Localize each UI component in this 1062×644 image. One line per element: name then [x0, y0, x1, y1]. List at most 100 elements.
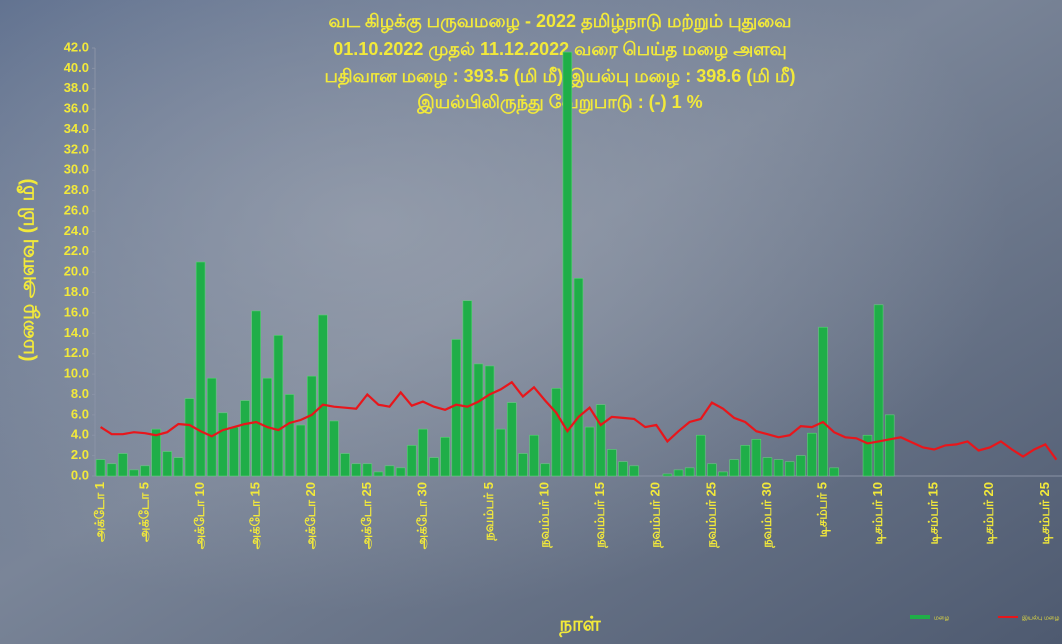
bar	[251, 310, 261, 477]
bar	[329, 420, 339, 477]
x-tick-label: நவம்பர் 25	[703, 482, 719, 549]
bar	[95, 459, 106, 477]
x-tick-label: நவம்பர் 20	[648, 482, 664, 549]
bar	[229, 426, 239, 477]
x-tick-label: அக்டோ 10	[192, 482, 207, 549]
y-tick-label: 26.0	[64, 202, 89, 217]
x-tick-label: அக்டோ 15	[248, 482, 263, 549]
bar	[595, 404, 606, 477]
bar	[696, 434, 706, 477]
y-tick-label: 10.0	[64, 366, 89, 381]
bar	[162, 451, 172, 477]
bar	[173, 457, 184, 477]
bar	[684, 467, 695, 477]
bar	[729, 459, 739, 477]
bar	[884, 414, 895, 477]
annotation: பதிவான மழை : 393.5 (மி மீ) இயல்பு மழை : …	[324, 66, 795, 89]
bar	[495, 428, 506, 477]
bar	[273, 335, 284, 477]
y-axis-label: (மழை அளவு (மி மீ)	[16, 178, 40, 361]
bar	[829, 467, 839, 477]
x-tick-label: டிசம்பர் 20	[981, 482, 997, 545]
bar	[195, 261, 206, 477]
legend-label: இயல்பு மழை	[1022, 615, 1060, 622]
annotation: இயல்பிலிருந்து வேறுபாடு : (-) 1 %	[416, 92, 702, 115]
bar	[140, 465, 150, 477]
bar	[451, 339, 461, 477]
bar	[573, 278, 584, 477]
y-tick-label: 36.0	[64, 101, 89, 116]
x-tick-label: டிசம்பர் 5	[814, 482, 830, 537]
y-tick-label: 0.0	[71, 467, 89, 482]
x-tick-label: டிசம்பர் 10	[870, 482, 886, 545]
bar	[618, 461, 628, 477]
bar	[540, 463, 550, 477]
bar	[106, 463, 117, 477]
bar	[562, 51, 573, 477]
bar	[462, 300, 473, 477]
bar	[662, 473, 673, 477]
bar	[340, 453, 350, 477]
bar	[529, 434, 539, 477]
bar	[507, 402, 517, 477]
y-tick-label: 34.0	[64, 121, 89, 136]
bar	[295, 424, 306, 477]
y-tick-label: 40.0	[64, 60, 89, 75]
bar	[751, 439, 762, 477]
y-tick-label: 12.0	[64, 345, 89, 360]
bar	[118, 453, 128, 477]
bar	[395, 467, 406, 477]
bar	[807, 432, 817, 477]
x-tick-label: நவம்பர் 5	[481, 482, 497, 542]
chart-subtitle: 01.10.2022 முதல் 11.12.2022 வரை பெய்த மழ…	[333, 39, 786, 62]
bar	[240, 400, 250, 477]
bar	[740, 445, 750, 477]
bar	[384, 465, 395, 477]
bar	[284, 394, 295, 477]
y-tick-label: 16.0	[64, 304, 89, 319]
x-tick-label: அக்டோ 1	[92, 482, 107, 542]
x-tick-label: நவம்பர் 30	[759, 482, 775, 549]
bar	[862, 434, 873, 477]
bar	[407, 445, 417, 477]
y-tick-label: 30.0	[64, 162, 89, 177]
bar	[351, 463, 361, 477]
y-tick-label: 18.0	[64, 284, 89, 299]
y-tick-label: 8.0	[71, 386, 89, 401]
x-tick-label: டிசம்பர் 25	[1037, 482, 1053, 545]
bar	[796, 455, 806, 477]
y-tick-label: 6.0	[71, 406, 89, 421]
bar	[607, 449, 617, 477]
chart-title: வட கிழக்கு பருவமழை - 2022 தமிழ்நாடு மற்ற…	[328, 11, 791, 34]
bar	[218, 412, 228, 477]
bar	[707, 463, 717, 477]
y-tick-label: 2.0	[71, 447, 89, 462]
bar	[362, 463, 373, 477]
bar	[373, 471, 384, 477]
y-tick-label: 20.0	[64, 264, 89, 279]
x-tick-label: அக்டோ 5	[136, 482, 151, 542]
bar	[773, 459, 784, 477]
y-tick-label: 22.0	[64, 243, 89, 258]
bar	[818, 326, 828, 477]
x-tick-label: டிசம்பர் 15	[926, 482, 942, 545]
bar	[306, 375, 317, 477]
bar	[673, 469, 684, 477]
bar	[184, 398, 195, 477]
y-tick-label: 4.0	[71, 427, 89, 442]
bar	[718, 471, 728, 477]
bar	[206, 377, 217, 477]
line	[100, 380, 1058, 461]
bar	[429, 457, 439, 477]
bar	[784, 461, 795, 477]
legend-swatch	[910, 615, 930, 619]
bar	[473, 363, 484, 477]
bar	[151, 428, 161, 477]
x-tick-label: நவம்பர் 10	[537, 482, 553, 549]
y-tick-label: 32.0	[64, 141, 89, 156]
y-tick-label: 28.0	[64, 182, 89, 197]
bar	[484, 365, 495, 477]
x-tick-label: அக்டோ 30	[414, 482, 429, 549]
